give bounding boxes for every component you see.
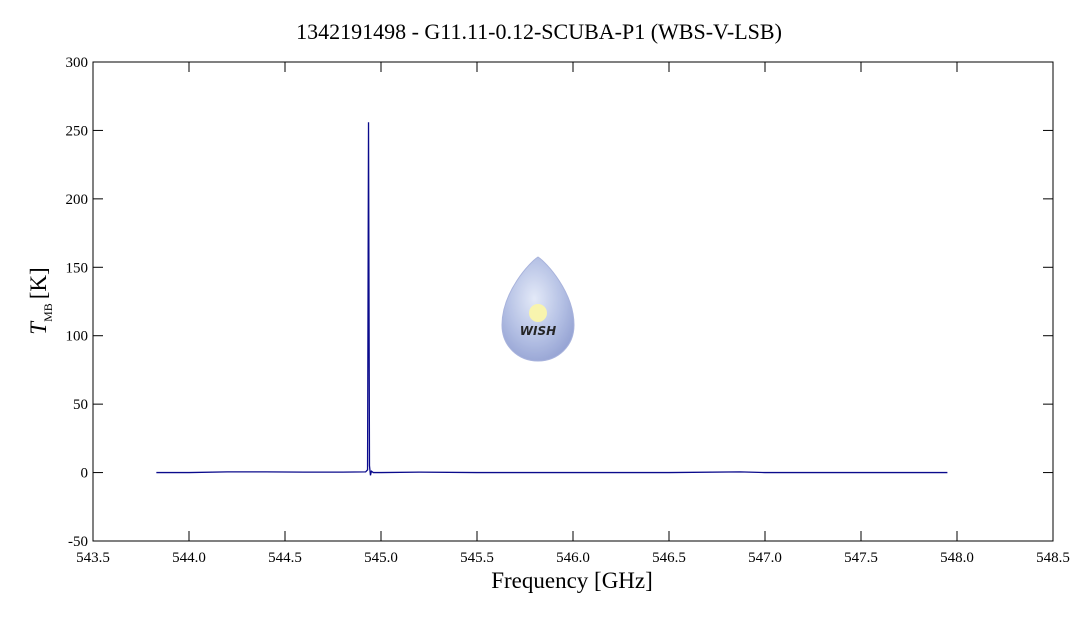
- x-tick-label: 546.0: [556, 550, 590, 566]
- x-tick-label: 548.0: [940, 550, 974, 566]
- y-tick-label: 150: [66, 260, 89, 276]
- x-tick-label: 543.5: [76, 550, 110, 566]
- watermark-text: WISH: [520, 324, 556, 338]
- y-tick-label: 200: [66, 192, 89, 208]
- spectrum-line: [156, 122, 948, 476]
- y-axis-label: TMB [K]: [26, 267, 55, 334]
- x-tick-label: 546.5: [652, 550, 686, 566]
- x-tick-label: 544.5: [268, 550, 302, 566]
- watermark: WISH: [501, 256, 575, 362]
- y-label-subscript: MB: [41, 303, 55, 322]
- x-axis-label: Frequency [GHz]: [491, 568, 653, 593]
- x-tick-label: 547.5: [844, 550, 878, 566]
- y-tick-label: 300: [66, 55, 89, 71]
- y-tick-label: 50: [73, 397, 88, 413]
- x-tick-label: 547.0: [748, 550, 782, 566]
- x-tick-label: 545.0: [364, 550, 398, 566]
- y-label-unit: [K]: [26, 267, 51, 299]
- chart-title: 1342191498 - G11.11-0.12-SCUBA-P1 (WBS-V…: [296, 19, 782, 44]
- y-tick-label: -50: [68, 534, 88, 550]
- y-tick-label: 250: [66, 123, 89, 139]
- plot-frame: [92, 61, 1054, 542]
- y-tick-label: 100: [66, 329, 89, 345]
- y-tick-label: 0: [81, 466, 89, 482]
- y-label-symbol: T: [26, 320, 51, 335]
- x-tick-label: 544.0: [172, 550, 206, 566]
- x-tick-label: 545.5: [460, 550, 494, 566]
- x-tick-label: 548.5: [1036, 550, 1070, 566]
